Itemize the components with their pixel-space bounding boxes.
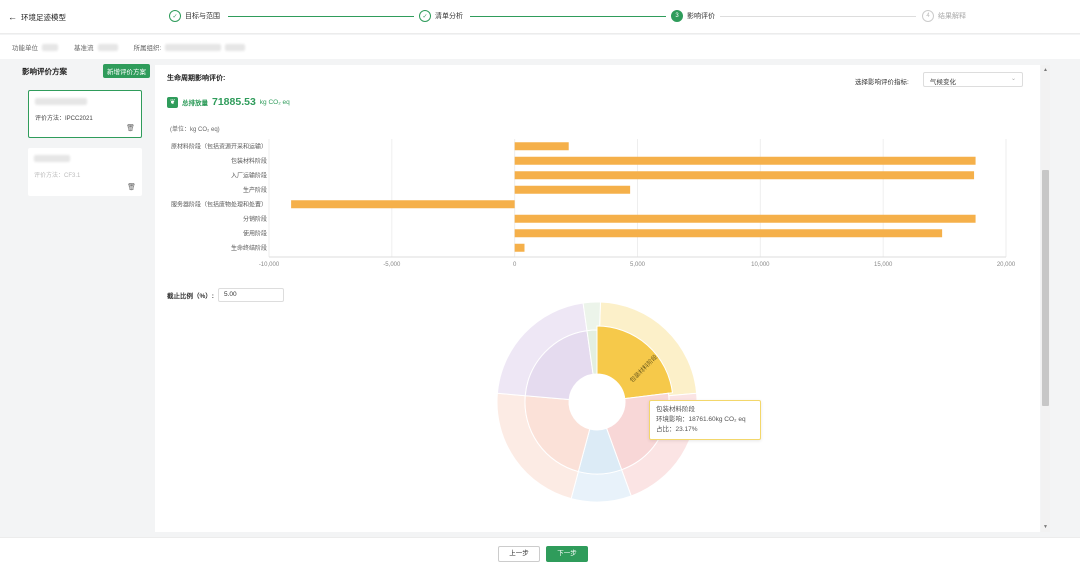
scheme-panel: 影响评价方案 新增评价方案 评价方法：IPCC2021 🗑 评价方法：CF3.1…	[22, 62, 150, 532]
x-tick-label: 15,000	[874, 262, 893, 268]
sunburst-outer-segment[interactable]	[570, 469, 632, 503]
scheme-method: 评价方法：IPCC2021	[35, 116, 93, 122]
step-4-number: 4	[922, 10, 934, 22]
trash-icon[interactable]: 🗑	[127, 184, 136, 191]
footer: 上一步 下一步	[0, 537, 1080, 569]
total-emission: ❦ 总排放量 71885.53 kg CO₂ eq	[167, 96, 290, 108]
scrollbar[interactable]: ▲ ▼	[1041, 65, 1050, 532]
sunburst-inner-segment[interactable]	[524, 395, 591, 473]
scheme-panel-header: 影响评价方案 新增评价方案	[22, 62, 150, 80]
cutoff-input[interactable]: 5.00	[217, 288, 284, 302]
indicator-value: 气候变化	[930, 79, 956, 86]
step-1-label: 目标与范围	[185, 13, 220, 20]
x-tick-label: 10,000	[751, 262, 770, 268]
redacted-value	[225, 43, 246, 51]
category-label: 服务器阶段（包括废物处理和处置）	[171, 200, 267, 208]
scheme-panel-title: 影响评价方案	[22, 66, 67, 76]
bar[interactable]	[514, 185, 631, 194]
scheme-method: 评价方法：CF3.1	[34, 173, 81, 179]
scroll-up-icon[interactable]: ▲	[1043, 67, 1048, 73]
x-tick-label: -10,000	[259, 262, 280, 268]
bar[interactable]	[514, 171, 975, 180]
check-icon: ✓	[169, 10, 181, 22]
prev-step-button[interactable]: 上一步	[498, 546, 540, 562]
scroll-thumb[interactable]	[1042, 170, 1049, 406]
redacted-value	[42, 43, 58, 51]
organization: 所属组织:	[134, 42, 246, 52]
trash-icon[interactable]: 🗑	[126, 125, 135, 132]
impact-assessment-panel: 生命周期影响评价: 选择影响评价指标: 气候变化 ⌄ ❦ 总排放量 71885.…	[155, 65, 1040, 532]
leaf-icon: ❦	[167, 96, 178, 108]
bar[interactable]	[514, 214, 976, 223]
step-2[interactable]: ✓ 清单分析	[419, 10, 463, 22]
step-connector	[720, 16, 916, 17]
scheme-card[interactable]: 评价方法：CF3.1 🗑	[28, 148, 142, 196]
scroll-down-icon[interactable]: ▼	[1043, 524, 1048, 530]
organization-label: 所属组织:	[133, 45, 162, 52]
chevron-down-icon: ⌄	[1010, 76, 1016, 82]
step-connector	[470, 16, 666, 17]
step-1[interactable]: ✓ 目标与范围	[169, 10, 220, 22]
total-unit: kg CO₂ eq	[259, 98, 290, 106]
category-label: 分销阶段	[243, 215, 267, 223]
step-2-label: 清单分析	[435, 13, 463, 20]
x-tick-label: 5,000	[630, 262, 646, 268]
model-title: 环境足迹模型	[21, 13, 66, 22]
category-label: 使用阶段	[243, 229, 267, 237]
reference-flow: 基准流	[74, 42, 118, 52]
category-label: 包装材料阶段	[231, 157, 267, 165]
top-bar: ← 环境足迹模型 ✓ 目标与范围 ✓ 清单分析 3 影响评价 4 结果解释	[0, 0, 1080, 34]
cutoff: 截止比例（%）: 5.00	[167, 288, 284, 302]
sunburst-inner-segment[interactable]	[524, 330, 594, 401]
functional-unit-label: 功能单位	[12, 45, 38, 52]
cutoff-value: 5.00	[223, 291, 237, 298]
redacted-value	[165, 43, 222, 51]
arrow-left-icon: ←	[8, 12, 17, 22]
functional-unit: 功能单位	[12, 42, 58, 52]
bar[interactable]	[291, 200, 515, 209]
category-label: 生产阶段	[243, 186, 267, 194]
section-title: 生命周期影响评价:	[167, 75, 226, 82]
category-label: 原材料阶段（包括资源开采和运输）	[171, 142, 267, 150]
reference-flow-label: 基准流	[74, 45, 94, 52]
chart-tooltip: 包装材料阶段 环境影响：18761.60kg CO₂ eq 占比：23.17%	[649, 400, 761, 440]
step-3-label: 影响评价	[687, 13, 715, 20]
sunburst-inner-segment[interactable]	[586, 329, 598, 375]
step-connector	[228, 16, 414, 17]
redacted-scheme-name	[34, 155, 70, 162]
category-label: 生命终结阶段	[231, 244, 267, 252]
back-button[interactable]: ← 环境足迹模型	[8, 12, 66, 23]
step-3-number: 3	[671, 10, 683, 22]
indicator-label: 选择影响评价指标:	[855, 79, 909, 86]
step-4-label: 结果解释	[938, 13, 966, 20]
info-bar: 功能单位 基准流 所属组织:	[0, 35, 1080, 59]
sunburst-chart: 包装材料阶段	[496, 301, 698, 503]
next-step-button[interactable]: 下一步	[546, 546, 588, 562]
x-tick-label: -5,000	[383, 262, 401, 268]
bar[interactable]	[514, 156, 976, 165]
unit-note: (单位：kg CO₂ eq)	[170, 127, 220, 133]
scheme-card[interactable]: 评价方法：IPCC2021 🗑	[28, 90, 142, 138]
tooltip-share: 占比：23.17%	[656, 426, 698, 433]
cutoff-label: 截止比例（%）:	[167, 293, 214, 300]
bar[interactable]	[514, 229, 943, 238]
step-4[interactable]: 4 结果解释	[922, 10, 966, 22]
total-value: 71885.53	[212, 96, 256, 108]
redacted-value	[97, 43, 118, 51]
category-label: 入厂运输阶段	[231, 171, 267, 179]
check-icon: ✓	[419, 10, 431, 22]
step-3[interactable]: 3 影响评价	[671, 10, 715, 22]
x-tick-label: 20,000	[997, 262, 1016, 268]
sunburst-highlight-segment[interactable]	[596, 325, 673, 400]
x-tick-label: 0	[513, 262, 517, 268]
bar-chart: 原材料阶段（包括资源开采和运输） 包装材料阶段入厂运输阶段生产阶段服务器阶段（包括…	[171, 139, 1016, 268]
total-label: 总排放量	[182, 100, 208, 107]
bar[interactable]	[514, 243, 525, 252]
tooltip-name: 包装材料阶段	[656, 406, 695, 413]
tooltip-impact: 环境影响：18761.60kg CO₂ eq	[656, 416, 746, 423]
add-scheme-button[interactable]: 新增评价方案	[103, 64, 150, 78]
indicator-select[interactable]: 气候变化 ⌄	[923, 72, 1023, 87]
bar[interactable]	[514, 142, 569, 151]
redacted-scheme-name	[35, 98, 87, 105]
